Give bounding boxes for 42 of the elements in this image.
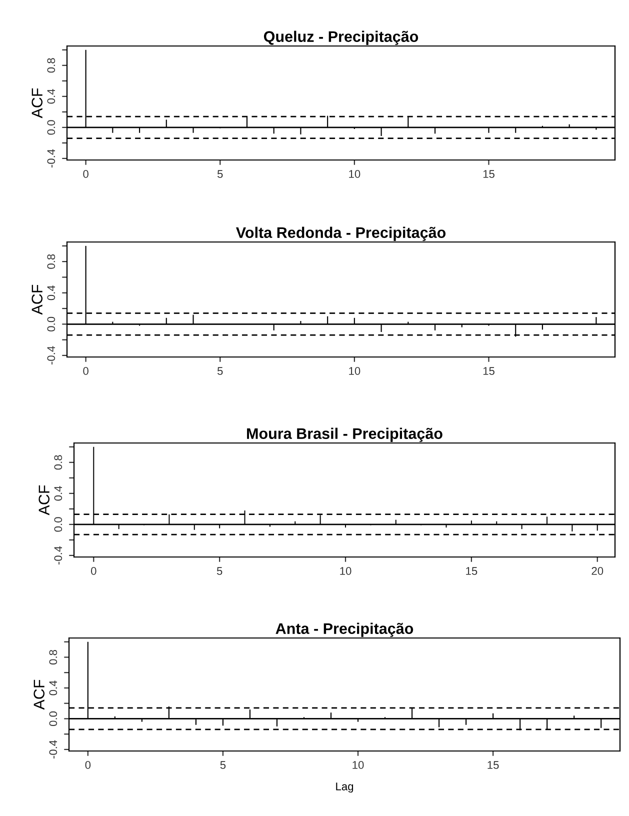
chart-title: Queluz - Precipitação <box>264 30 418 46</box>
x-tick-label: 0 <box>83 367 88 375</box>
x-tick-label: 10 <box>340 567 352 575</box>
y-tick-label: 0.0 <box>47 316 56 332</box>
y-tick-label: -0.4 <box>49 740 58 759</box>
y-tick-label: 0.4 <box>49 680 58 696</box>
x-tick-label: 15 <box>483 170 494 178</box>
y-axis-title: ACF <box>34 680 45 710</box>
x-tick-label: 15 <box>488 761 499 769</box>
chart-title: Anta - Precipitação <box>276 622 414 638</box>
x-tick-label: 5 <box>217 170 223 178</box>
y-tick-label: 0.8 <box>49 650 58 665</box>
y-tick-label: 0.4 <box>54 486 62 501</box>
x-tick-label: 15 <box>466 567 478 575</box>
x-tick-label: 0 <box>85 761 91 769</box>
y-tick-label: 0.4 <box>47 89 56 104</box>
y-tick-label: 0.0 <box>47 120 56 135</box>
y-tick-label: 0.0 <box>49 711 58 726</box>
x-tick-label: 10 <box>349 367 360 375</box>
x-axis-title: Lag <box>336 782 354 793</box>
x-tick-label: 20 <box>592 567 604 575</box>
x-tick-label: 0 <box>90 567 96 575</box>
x-tick-label: 5 <box>220 761 226 769</box>
y-tick-label: -0.4 <box>47 346 56 365</box>
x-tick-label: 0 <box>83 170 88 178</box>
x-tick-label: 15 <box>483 367 494 375</box>
x-tick-label: 10 <box>349 170 360 178</box>
chart-title: Volta Redonda - Precipitação <box>236 226 446 242</box>
y-tick-label: 0.8 <box>47 58 56 73</box>
x-tick-label: 5 <box>217 367 223 375</box>
x-tick-label: 5 <box>216 567 222 575</box>
y-tick-label: 0.0 <box>54 517 62 532</box>
y-tick-label: 0.8 <box>54 455 62 470</box>
chart-title: Moura Brasil - Precipitação <box>247 428 442 442</box>
y-axis-title: ACF <box>38 485 50 516</box>
x-tick-label: 10 <box>352 761 364 769</box>
y-tick-label: -0.4 <box>47 149 56 168</box>
y-tick-label: 0.8 <box>47 254 56 269</box>
y-tick-label: -0.4 <box>54 546 62 565</box>
y-tick-label: 0.4 <box>47 285 56 300</box>
y-axis-title: ACF <box>32 284 43 315</box>
y-axis-title: ACF <box>32 88 43 118</box>
